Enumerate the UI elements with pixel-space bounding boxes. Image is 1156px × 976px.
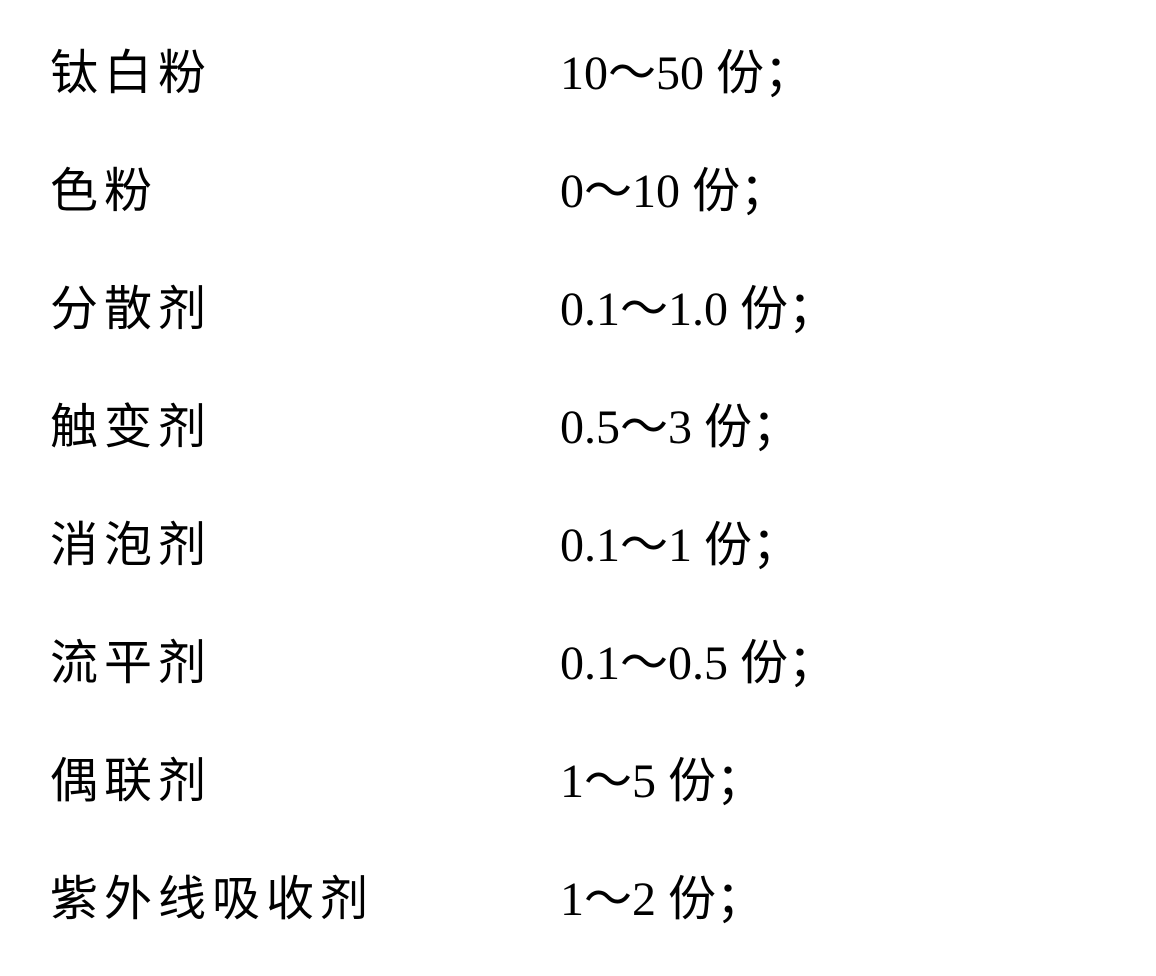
ingredient-value: 1～2 份； — [560, 841, 764, 959]
ingredient-value: 1～5 份； — [560, 723, 764, 841]
ingredient-value: 10～50 份； — [560, 15, 812, 133]
ingredient-value: 0.1～0.5 份； — [560, 605, 836, 723]
ingredient-value: 0.1～1 份； — [560, 487, 800, 605]
list-row: 分散剂 0.1～1.0 份； — [50, 251, 1116, 369]
ingredient-label: 分散剂 — [50, 251, 560, 369]
list-row: 钛白粉 10～50 份； — [50, 15, 1116, 133]
ingredient-value: 0.1～1.0 份； — [560, 251, 836, 369]
ingredient-label: 触变剂 — [50, 369, 560, 487]
list-row: 偶联剂 1～5 份； — [50, 723, 1116, 841]
ingredient-label: 钛白粉 — [50, 15, 560, 133]
ingredient-list: 钛白粉 10～50 份； 色粉 0～10 份； 分散剂 0.1～1.0 份； 触… — [0, 0, 1156, 974]
list-row: 紫外线吸收剂 1～2 份； — [50, 841, 1116, 959]
list-row: 触变剂 0.5～3 份； — [50, 369, 1116, 487]
list-row: 色粉 0～10 份； — [50, 133, 1116, 251]
ingredient-label: 流平剂 — [50, 605, 560, 723]
ingredient-label: 色粉 — [50, 133, 560, 251]
ingredient-value: 0.5～3 份； — [560, 369, 800, 487]
list-row: 流平剂 0.1～0.5 份； — [50, 605, 1116, 723]
ingredient-value: 0～10 份； — [560, 133, 788, 251]
list-row: 消泡剂 0.1～1 份； — [50, 487, 1116, 605]
ingredient-label: 消泡剂 — [50, 487, 560, 605]
ingredient-label: 紫外线吸收剂 — [50, 841, 560, 959]
ingredient-label: 偶联剂 — [50, 723, 560, 841]
